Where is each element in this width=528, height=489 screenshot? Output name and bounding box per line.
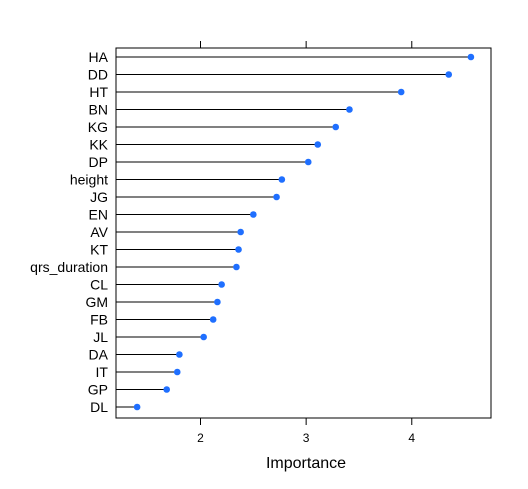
category-label: JL xyxy=(93,329,108,345)
category-label: IT xyxy=(96,364,109,380)
plot-frame xyxy=(115,47,492,419)
category-label: AV xyxy=(90,224,108,240)
category-label: CL xyxy=(90,277,108,293)
point-height xyxy=(278,176,286,183)
point-HA xyxy=(467,53,475,61)
point-JL xyxy=(200,333,207,341)
point-HT xyxy=(397,88,405,96)
category-label: KK xyxy=(89,137,108,153)
point-AV xyxy=(237,228,244,236)
point-GM xyxy=(214,298,221,306)
x-axis-label: Importance xyxy=(266,455,346,472)
point-FB xyxy=(209,316,217,323)
point-IT xyxy=(173,368,181,376)
point-CL xyxy=(218,281,225,288)
category-label: JG xyxy=(90,189,108,205)
category-label: HA xyxy=(89,49,109,65)
category-label: EN xyxy=(89,207,108,223)
point-qrs_duration xyxy=(233,263,240,271)
category-label: DL xyxy=(90,399,108,415)
category-label: DP xyxy=(89,154,108,170)
point-BN xyxy=(346,106,353,113)
category-label: height xyxy=(70,172,108,188)
x-tick-label: 3 xyxy=(303,431,310,445)
point-EN xyxy=(250,211,257,218)
category-label: DD xyxy=(88,67,108,83)
x-tick-label: 4 xyxy=(408,431,415,445)
point-KG xyxy=(332,123,340,131)
point-JG xyxy=(273,193,280,201)
category-label: KG xyxy=(88,119,108,135)
category-label: GP xyxy=(88,382,108,398)
category-label: GM xyxy=(85,294,108,310)
category-label: DA xyxy=(89,347,109,363)
category-label: HT xyxy=(89,84,108,100)
point-KK xyxy=(314,141,322,148)
x-tick-label: 2 xyxy=(197,431,204,445)
point-KT xyxy=(235,246,242,253)
point-DL xyxy=(133,403,141,411)
x-tick-labels: 2 3 4 xyxy=(197,431,415,445)
category-label: qrs_duration xyxy=(30,259,108,275)
category-label: FB xyxy=(90,312,108,328)
point-DD xyxy=(445,71,453,78)
bottom-ticks xyxy=(200,418,413,425)
category-label: BN xyxy=(89,102,108,118)
category-label: KT xyxy=(90,242,108,258)
top-ticks xyxy=(200,41,413,48)
point-GP xyxy=(163,386,171,393)
lollipop-stems xyxy=(116,56,471,408)
data-points xyxy=(133,53,475,411)
point-DA xyxy=(176,351,183,358)
point-DP xyxy=(304,158,312,166)
